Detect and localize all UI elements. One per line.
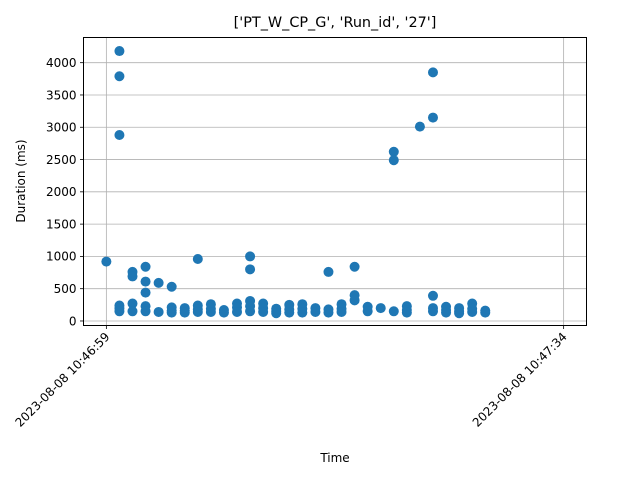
plot-frame bbox=[83, 37, 587, 326]
data-point bbox=[114, 46, 125, 57]
data-point bbox=[427, 67, 438, 78]
data-point bbox=[349, 261, 360, 272]
data-point bbox=[166, 281, 177, 292]
data-point bbox=[114, 306, 125, 317]
data-point bbox=[153, 306, 164, 317]
data-point bbox=[401, 307, 412, 318]
data-points bbox=[101, 46, 491, 319]
x-axis-label: Time bbox=[319, 451, 349, 465]
data-point bbox=[336, 306, 347, 317]
y-tick-label: 2500 bbox=[46, 153, 77, 167]
data-point bbox=[480, 307, 491, 318]
y-tick-label: 3500 bbox=[46, 88, 77, 102]
data-point bbox=[245, 306, 256, 317]
y-tick-label: 1500 bbox=[46, 217, 77, 231]
data-point bbox=[114, 130, 125, 141]
data-point bbox=[127, 298, 138, 309]
data-point bbox=[258, 306, 269, 317]
data-point bbox=[427, 112, 438, 123]
data-point bbox=[427, 306, 438, 317]
data-point bbox=[388, 146, 399, 157]
data-point bbox=[441, 307, 452, 318]
y-axis-ticks: 0 500 1000 1500 2000 2500 3000 3500 4000 bbox=[46, 56, 84, 328]
data-point bbox=[205, 306, 216, 317]
data-point bbox=[166, 307, 177, 318]
x-tick-label: 2023-08-08 10:46:59 bbox=[12, 330, 112, 430]
data-point bbox=[388, 155, 399, 166]
y-tick-label: 500 bbox=[54, 282, 77, 296]
data-point bbox=[323, 307, 334, 318]
y-axis-label: Duration (ms) bbox=[14, 139, 28, 222]
x-axis-ticks: 2023-08-08 10:46:59 2023-08-08 10:47:34 bbox=[12, 325, 570, 430]
data-point bbox=[349, 295, 360, 306]
data-point bbox=[375, 303, 386, 314]
data-point bbox=[454, 308, 465, 319]
y-tick-label: 3000 bbox=[46, 121, 77, 135]
data-point bbox=[310, 306, 321, 317]
data-point bbox=[245, 264, 256, 275]
data-point bbox=[153, 277, 164, 288]
data-point bbox=[297, 307, 308, 318]
x-tick-label: 2023-08-08 10:47:34 bbox=[470, 330, 570, 430]
data-point bbox=[284, 307, 295, 318]
y-tick-label: 2000 bbox=[46, 185, 77, 199]
data-point bbox=[192, 306, 203, 317]
data-point bbox=[140, 261, 151, 272]
data-point bbox=[362, 306, 373, 317]
data-point bbox=[232, 306, 243, 317]
chart-title: ['PT_W_CP_G', 'Run_id', '27'] bbox=[234, 15, 437, 31]
data-point bbox=[127, 271, 138, 282]
data-point bbox=[127, 306, 138, 317]
data-point bbox=[101, 256, 112, 267]
data-point bbox=[140, 276, 151, 287]
y-tick-label: 0 bbox=[69, 314, 77, 328]
y-tick-label: 4000 bbox=[46, 56, 77, 70]
data-point bbox=[218, 307, 229, 318]
data-point bbox=[140, 306, 151, 317]
data-point bbox=[427, 290, 438, 301]
data-point bbox=[179, 307, 190, 318]
data-point bbox=[414, 121, 425, 132]
data-point bbox=[140, 287, 151, 298]
data-point bbox=[245, 251, 256, 262]
data-point bbox=[323, 266, 334, 277]
data-point bbox=[467, 306, 478, 317]
data-point bbox=[388, 306, 399, 317]
data-point bbox=[271, 308, 282, 319]
y-tick-label: 1000 bbox=[46, 250, 77, 264]
data-point bbox=[192, 253, 203, 264]
data-point bbox=[114, 71, 125, 82]
